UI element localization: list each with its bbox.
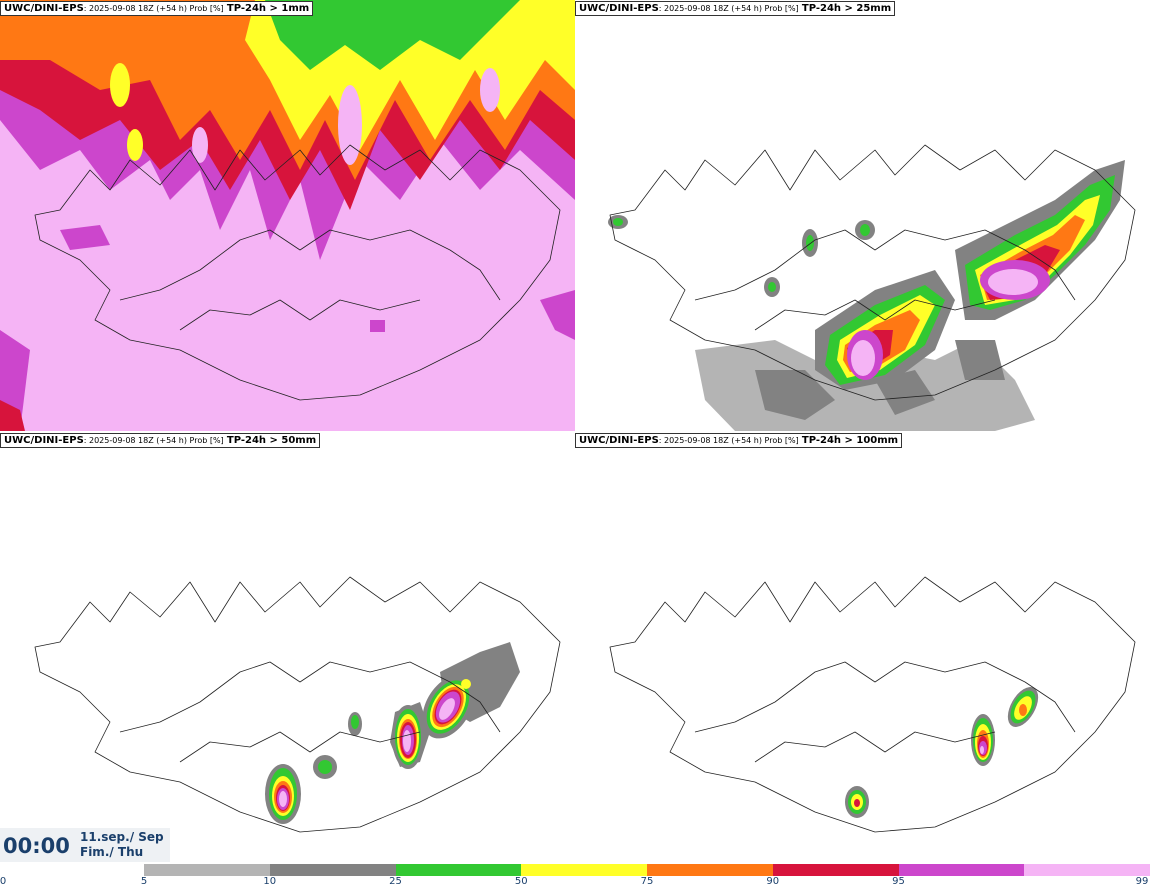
colorbar-segment bbox=[521, 864, 647, 876]
valid-weekday: Fim./ Thu bbox=[80, 845, 144, 859]
threshold-label: TP-24h > 25mm bbox=[801, 3, 892, 14]
colorbar-tick-label: 99 bbox=[1135, 876, 1149, 887]
probability-map bbox=[609, 576, 1136, 833]
colorbar-tick-label: 5 bbox=[140, 876, 148, 887]
colorbar bbox=[144, 864, 1150, 876]
colorbar-tick-label: 50 bbox=[514, 876, 528, 887]
colorbar-tick-label: 95 bbox=[892, 876, 905, 887]
colorbar-segment bbox=[647, 864, 773, 876]
threshold-label: TP-24h > 1mm bbox=[226, 3, 310, 14]
map-panel-tp24h-50mm: UWC/DINI-EPS: 2025-09-08 18Z (+54 h) Pro… bbox=[0, 432, 575, 863]
run-meta: : 2025-09-08 18Z (+54 h) Prob [%] bbox=[658, 436, 799, 445]
colorbar-segment bbox=[898, 864, 1025, 876]
threshold-label: TP-24h > 50mm bbox=[226, 435, 317, 446]
probability-map bbox=[608, 144, 1136, 431]
map-panel-tp24h-100mm: UWC/DINI-EPS: 2025-09-08 18Z (+54 h) Pro… bbox=[575, 432, 1150, 863]
panel-title: UWC/DINI-EPS: 2025-09-08 18Z (+54 h) Pro… bbox=[575, 433, 903, 448]
colorbar-segment bbox=[144, 864, 270, 876]
model-name: UWC/DINI-EPS bbox=[4, 435, 84, 446]
valid-date: 11.sep./ Sep bbox=[80, 830, 164, 844]
panel-title: UWC/DINI-EPS: 2025-09-08 18Z (+54 h) Pro… bbox=[0, 433, 321, 448]
panel-title: UWC/DINI-EPS: 2025-09-08 18Z (+54 h) Pro… bbox=[575, 1, 896, 16]
colorbar-tick-label: 10 bbox=[263, 876, 277, 887]
colorbar-segment bbox=[1024, 864, 1150, 876]
run-meta: : 2025-09-08 18Z (+54 h) Prob [%] bbox=[658, 4, 799, 13]
model-name: UWC/DINI-EPS bbox=[579, 435, 659, 446]
colorbar-tick-label: 75 bbox=[640, 876, 654, 887]
valid-time: 00:00 bbox=[3, 834, 70, 858]
probability-map bbox=[0, 0, 575, 431]
model-name: UWC/DINI-EPS bbox=[579, 3, 659, 14]
colorbar-segment bbox=[772, 864, 899, 876]
colorbar-tick-label: 0 bbox=[0, 876, 7, 887]
colorbar-segment bbox=[269, 864, 396, 876]
model-name: UWC/DINI-EPS bbox=[4, 3, 84, 14]
panel-title: UWC/DINI-EPS: 2025-09-08 18Z (+54 h) Pro… bbox=[0, 1, 314, 16]
colorbar-tick-label: 90 bbox=[766, 876, 780, 887]
map-panel-tp24h-25mm: UWC/DINI-EPS: 2025-09-08 18Z (+54 h) Pro… bbox=[575, 0, 1150, 431]
run-meta: : 2025-09-08 18Z (+54 h) Prob [%] bbox=[83, 4, 224, 13]
valid-time-box bbox=[0, 828, 170, 862]
colorbar-tick-label: 25 bbox=[389, 876, 402, 887]
probability-map bbox=[34, 576, 561, 833]
colorbar-segment bbox=[395, 864, 522, 876]
map-panel-tp24h-1mm: UWC/DINI-EPS: 2025-09-08 18Z (+54 h) Pro… bbox=[0, 0, 575, 431]
run-meta: : 2025-09-08 18Z (+54 h) Prob [%] bbox=[83, 436, 224, 445]
threshold-label: TP-24h > 100mm bbox=[801, 435, 899, 446]
colorbar-ticks: 0 5 10 25 50 75 90 95 99 bbox=[0, 876, 1150, 891]
